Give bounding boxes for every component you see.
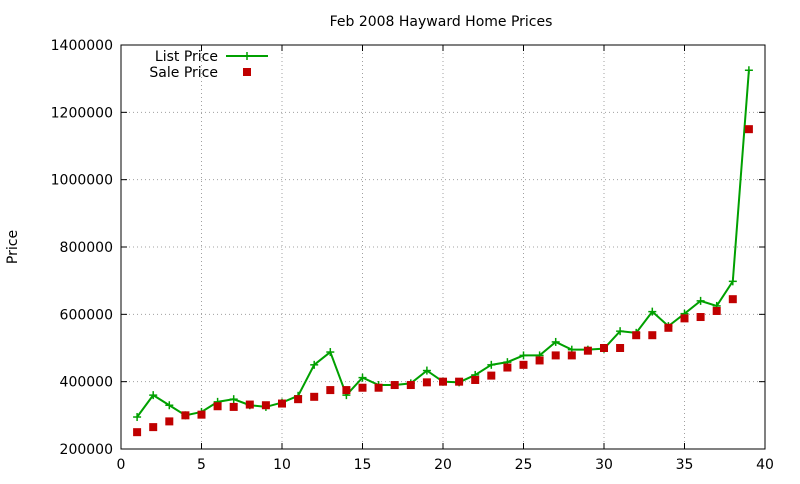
data-point [422,366,431,375]
data-point [551,351,560,360]
data-point [519,351,528,360]
data-point [567,351,576,360]
data-point [149,423,158,432]
data-point [358,373,367,382]
data-point [358,383,367,392]
data-point [519,360,528,369]
data-point [583,346,592,355]
data-point [728,277,737,286]
data-point [680,314,689,323]
data-point [342,386,351,395]
data-point [310,360,319,369]
data-point [744,125,753,134]
data-point [406,381,415,390]
series-sale-price [133,125,753,437]
data-point [149,391,158,400]
x-tick-label: 0 [117,457,126,473]
data-point [728,295,737,304]
x-tick-label: 20 [434,457,452,473]
data-point [632,331,641,340]
data-point [261,401,270,410]
data-point [487,371,496,380]
x-tick-label: 25 [515,457,533,473]
series-list-price [133,66,753,422]
x-tick-label: 35 [676,457,694,473]
legend-swatch-marker [243,68,251,76]
data-point [278,399,286,408]
data-point [245,400,254,409]
legend-swatch-marker [243,52,251,60]
y-tick-label: 400000 [60,375,113,391]
data-point [229,402,238,411]
data-point [744,66,753,75]
data-point [648,331,657,340]
data-point [600,344,608,352]
data-point [696,296,705,305]
data-point [439,377,447,386]
data-point [165,401,174,410]
x-tick-label: 30 [595,457,613,473]
x-tick-label: 40 [756,457,774,473]
x-tick-label: 5 [197,457,206,473]
data-point [229,395,238,404]
data-point [648,307,657,316]
data-point [374,383,383,392]
data-point [181,411,190,420]
legend-label: List Price [155,49,218,65]
data-point [165,417,174,426]
data-series [133,66,753,437]
data-point [213,402,222,411]
x-tick-label: 10 [273,457,291,473]
data-point [133,413,142,422]
data-point [133,428,142,437]
data-point [390,381,399,390]
axis-ticks: 0 5 10 15 20 25 30 35 40 200000 400000 600000 800000… [51,38,774,473]
data-point [535,356,544,365]
grid-lines [121,45,765,449]
y-tick-label: 600000 [60,307,113,323]
y-tick-label: 1000000 [51,173,113,189]
data-point [326,348,335,357]
data-point [197,410,206,419]
data-point [471,375,480,384]
y-tick-label: 1400000 [51,38,113,54]
data-point [422,378,431,387]
y-tick-label: 200000 [60,442,113,458]
data-point [712,306,721,315]
data-point [551,337,560,346]
data-point [455,377,464,386]
data-point [664,323,673,332]
data-point [616,327,625,336]
data-point [616,344,625,352]
data-point [487,360,496,369]
y-tick-label: 1200000 [51,105,113,121]
data-point [503,363,512,372]
data-point [294,395,303,404]
data-point [310,392,319,401]
chart-title: Feb 2008 Hayward Home Prices [330,14,553,30]
y-tick-label: 800000 [60,240,113,256]
x-tick-label: 15 [354,457,372,473]
legend-label: Sale Price [149,65,218,81]
data-point [326,386,335,395]
data-point [696,313,705,322]
y-axis-label: Price [5,230,21,264]
